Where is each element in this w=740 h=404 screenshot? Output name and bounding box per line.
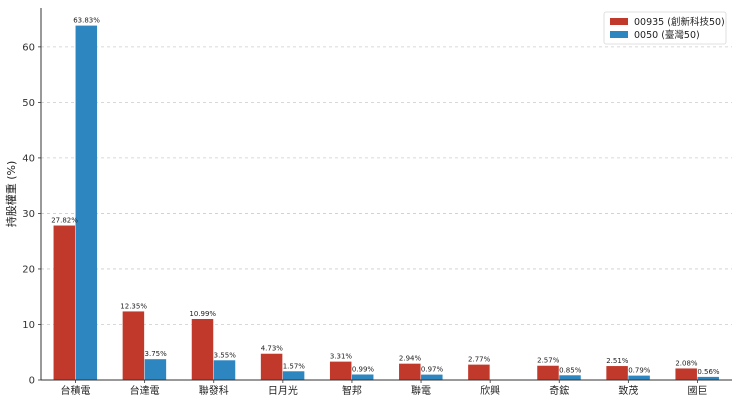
gridlines bbox=[41, 46, 732, 325]
bars bbox=[53, 25, 719, 381]
bar-s00935-6 bbox=[468, 364, 490, 380]
y-tick-labels: 0 10 20 30 40 50 60 bbox=[22, 42, 41, 387]
data-labels: 27.82% 63.83% 12.35% 3.75% 10.99% 3.55% 4.73% 1… bbox=[51, 17, 720, 376]
legend-box bbox=[603, 11, 727, 45]
x-tick-label: 智邦 bbox=[342, 384, 362, 397]
bar-s0050-2 bbox=[213, 360, 236, 380]
x-tick-label: 奇鋐 bbox=[549, 384, 569, 397]
data-label: 4.73% bbox=[261, 345, 284, 353]
bar-s0050-1 bbox=[144, 359, 167, 380]
data-label: 2.51% bbox=[606, 357, 629, 365]
bar-s0050-9 bbox=[697, 376, 719, 380]
x-tick-labels: 台積電 台達電 聯發科 日月光 智邦 聯電 欣興 奇鋐 致茂 國巨 bbox=[61, 380, 707, 397]
bar-s00935-8 bbox=[606, 366, 628, 380]
y-tick-label: 50 bbox=[22, 98, 35, 109]
data-label: 2.77% bbox=[468, 356, 491, 364]
data-label: 12.35% bbox=[120, 302, 147, 310]
bar-s00935-3 bbox=[260, 353, 283, 380]
data-label: 0.79% bbox=[628, 367, 651, 375]
y-tick-label: 40 bbox=[22, 153, 35, 164]
bar-s00935-1 bbox=[122, 311, 145, 380]
axes bbox=[40, 8, 732, 381]
data-label: 3.31% bbox=[330, 353, 353, 361]
y-tick-label: 0 bbox=[29, 376, 35, 387]
x-tick-label: 日月光 bbox=[268, 384, 298, 397]
data-label: 0.99% bbox=[352, 366, 375, 374]
bar-s0050-0 bbox=[75, 25, 98, 381]
bar-s00935-7 bbox=[537, 365, 559, 380]
y-tick-label: 20 bbox=[22, 264, 35, 275]
y-axis-title: 持股權重 (%) bbox=[4, 161, 18, 228]
legend-swatch bbox=[610, 31, 628, 38]
x-tick-label: 聯電 bbox=[411, 385, 431, 397]
x-tick-label: 台達電 bbox=[130, 384, 160, 397]
data-label: 0.85% bbox=[559, 366, 582, 374]
data-label: 10.99% bbox=[189, 310, 216, 318]
x-tick-label: 欣興 bbox=[480, 384, 500, 397]
data-label: 2.94% bbox=[399, 355, 422, 363]
legend-swatch bbox=[610, 18, 628, 25]
legend: 00935 (創新科技50)0050 (臺灣50) bbox=[603, 11, 727, 45]
x-tick-label: 致茂 bbox=[618, 384, 638, 397]
y-tick-label: 30 bbox=[22, 209, 35, 220]
data-label: 2.08% bbox=[675, 359, 698, 367]
y-tick-label: 10 bbox=[22, 320, 35, 331]
data-label: 0.56% bbox=[697, 368, 720, 376]
data-label: 3.75% bbox=[145, 350, 168, 358]
data-label: 27.82% bbox=[51, 217, 78, 225]
bar-s00935-2 bbox=[191, 318, 214, 380]
bar-s00935-5 bbox=[399, 363, 421, 380]
data-label: 63.83% bbox=[73, 17, 100, 25]
bar-s0050-8 bbox=[628, 375, 650, 380]
bar-s00935-0 bbox=[53, 225, 76, 380]
legend-entry: 00935 (創新科技50) bbox=[634, 16, 725, 28]
bar-s00935-9 bbox=[675, 368, 697, 380]
bar-s0050-7 bbox=[559, 375, 581, 380]
y-tick-label: 60 bbox=[22, 42, 35, 53]
data-label: 3.55% bbox=[214, 351, 237, 359]
data-label: 1.57% bbox=[283, 362, 306, 370]
bar-s0050-3 bbox=[282, 371, 305, 380]
x-tick-label: 台積電 bbox=[61, 384, 91, 397]
legend-entry: 0050 (臺灣50) bbox=[634, 29, 700, 41]
bar-s00935-4 bbox=[329, 361, 352, 380]
bar-s0050-5 bbox=[421, 374, 443, 380]
x-tick-label: 國巨 bbox=[687, 385, 707, 397]
data-label: 0.97% bbox=[421, 366, 444, 374]
x-tick-label: 聯發科 bbox=[199, 384, 229, 397]
data-label: 2.57% bbox=[537, 357, 560, 365]
bar-s0050-4 bbox=[351, 374, 374, 380]
